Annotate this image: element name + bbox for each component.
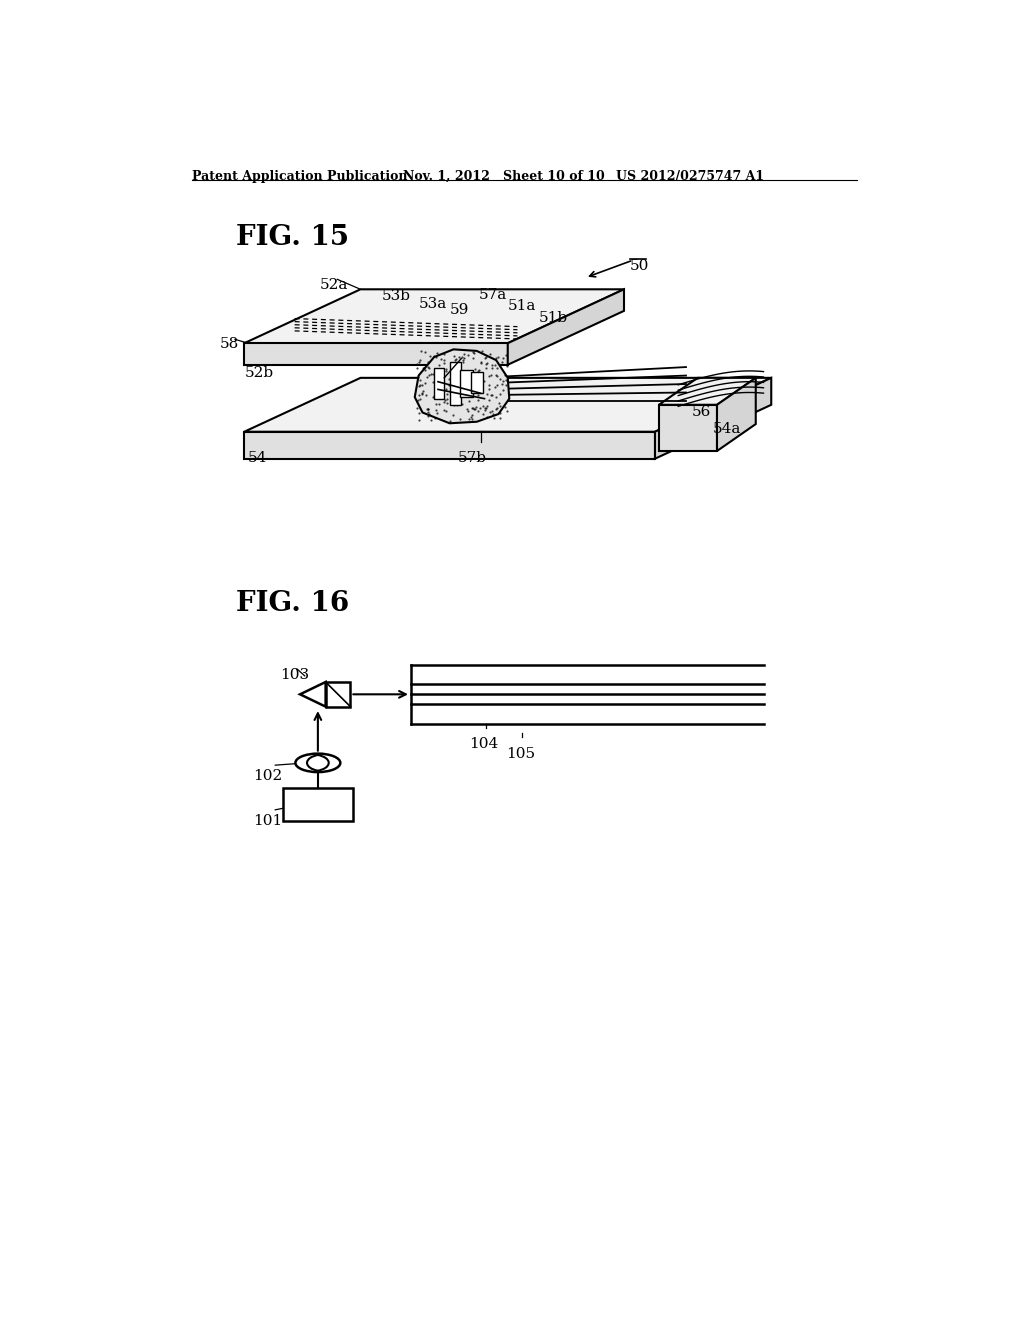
Text: 57a: 57a [478,288,507,302]
Text: 59: 59 [450,304,469,317]
Ellipse shape [295,754,340,772]
Polygon shape [658,405,717,451]
Text: 103: 103 [280,668,309,682]
Text: 58: 58 [219,337,239,351]
Polygon shape [655,378,771,459]
Text: 54: 54 [248,451,267,465]
Text: Patent Application Publication: Patent Application Publication [193,170,408,183]
Text: 53a: 53a [419,297,446,312]
Polygon shape [283,788,352,821]
Text: 52a: 52a [321,277,348,292]
Text: 54a: 54a [713,422,741,436]
Text: 50: 50 [630,259,649,272]
Text: 101: 101 [254,814,283,829]
Polygon shape [508,289,624,364]
Polygon shape [300,682,326,706]
Text: FIG. 15: FIG. 15 [237,224,349,251]
Polygon shape [245,289,624,343]
Text: 104: 104 [469,738,499,751]
Polygon shape [471,372,483,393]
Polygon shape [460,370,473,397]
Text: 57b: 57b [458,451,486,465]
Text: 52b: 52b [245,367,273,380]
Text: 56: 56 [692,405,712,418]
Polygon shape [245,432,655,459]
Polygon shape [245,378,771,432]
Polygon shape [434,368,444,399]
Text: FIG. 16: FIG. 16 [237,590,350,616]
Text: 51a: 51a [508,298,537,313]
Polygon shape [717,378,756,451]
Polygon shape [245,343,508,364]
Text: 51b: 51b [539,312,568,325]
Polygon shape [326,682,350,706]
Polygon shape [658,378,756,405]
Polygon shape [415,350,509,424]
Text: Nov. 1, 2012   Sheet 10 of 10: Nov. 1, 2012 Sheet 10 of 10 [403,170,605,183]
Text: 105: 105 [506,747,536,762]
Text: US 2012/0275747 A1: US 2012/0275747 A1 [616,170,764,183]
Polygon shape [450,363,461,405]
Text: 102: 102 [254,770,283,783]
Text: 53b: 53b [382,289,412,304]
